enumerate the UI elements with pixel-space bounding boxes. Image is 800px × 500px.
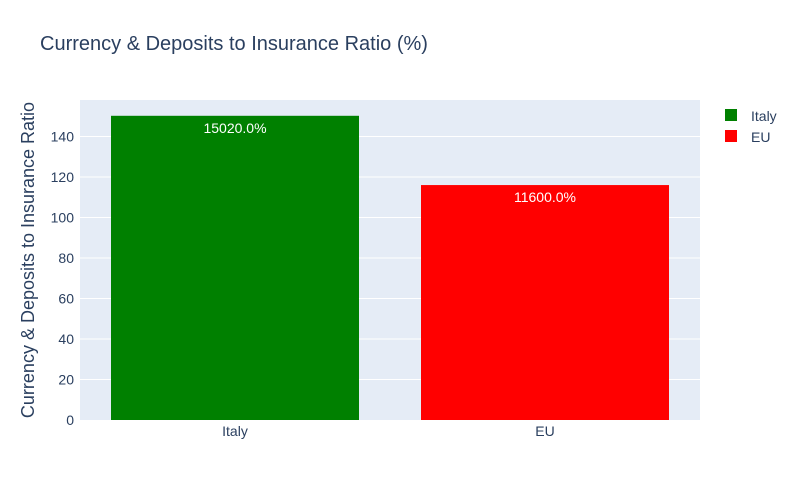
- bars: 15020.0% 11600.0%: [111, 115, 669, 420]
- x-tick-label: EU: [535, 423, 554, 439]
- legend[interactable]: Italy EU: [725, 108, 777, 145]
- y-tick-label: 100: [51, 209, 75, 225]
- legend-label[interactable]: EU: [751, 129, 770, 145]
- y-axis-title: Currency & Deposits to Insurance Ratio: [18, 102, 38, 418]
- bar-eu: [421, 185, 669, 420]
- y-tick-label: 40: [58, 331, 74, 347]
- bar-italy: [111, 115, 359, 420]
- y-tick-label: 140: [51, 128, 75, 144]
- legend-swatch[interactable]: [725, 130, 737, 142]
- legend-label[interactable]: Italy: [751, 108, 777, 124]
- legend-swatch[interactable]: [725, 109, 737, 121]
- y-tick-label: 60: [58, 290, 74, 306]
- y-tick-label: 80: [58, 250, 74, 266]
- bar-data-label: 15020.0%: [203, 120, 266, 136]
- y-tick-label: 0: [66, 412, 74, 428]
- x-tick-label: Italy: [222, 423, 248, 439]
- x-axis-ticks: Italy EU: [222, 423, 555, 439]
- chart-title: Currency & Deposits to Insurance Ratio (…: [40, 33, 428, 55]
- y-axis-ticks: 0 20 40 60 80 100 120 140: [51, 128, 75, 428]
- bar-data-label: 11600.0%: [514, 189, 576, 205]
- y-tick-label: 120: [51, 169, 75, 185]
- y-tick-label: 20: [58, 371, 74, 387]
